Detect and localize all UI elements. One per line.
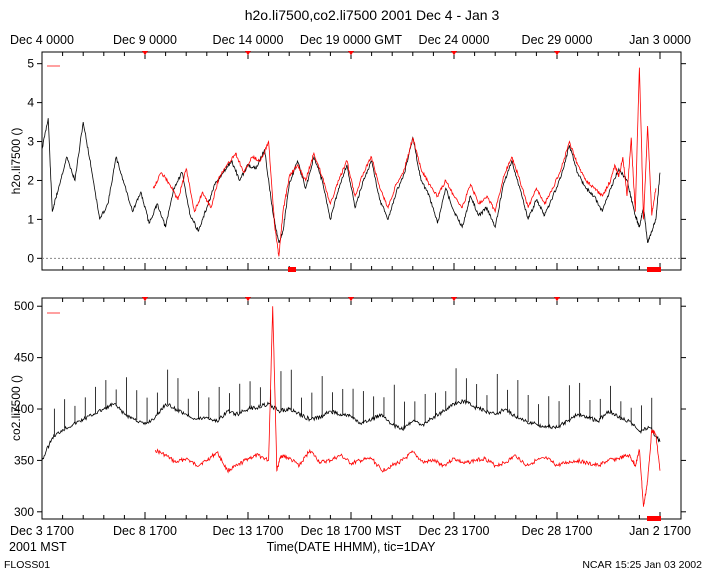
upper-day-marker-10: [245, 51, 251, 55]
upper-series-red-line: [152, 67, 657, 257]
upper-y-tick-label-5: 5: [27, 57, 34, 71]
top-axis-label-5: Dec 29 0000: [522, 33, 593, 47]
upper-day-marker-15: [348, 51, 354, 55]
lower-day-marker-5: [142, 297, 148, 301]
lower-series-black-line: [41, 398, 661, 461]
lower-series-red-line: [154, 306, 661, 507]
lower-plot-frame: [41, 297, 682, 520]
lower-black-spikes: [53, 368, 653, 437]
upper-missing-data-marker-2: [647, 267, 661, 272]
bottom-axis-label-0: Dec 3 1700: [10, 524, 74, 538]
lower-panel: 300 350 400 450 500 co2.li7500 (): [9, 297, 686, 521]
bottom-axis-label-4: Dec 23 1700: [419, 524, 490, 538]
timezone-label: 2001 MST: [9, 540, 67, 554]
upper-day-marker-5: [142, 51, 148, 55]
lower-y-tick-label-1: 350: [14, 453, 34, 467]
top-axis-label-0: Dec 4 0000: [10, 33, 74, 47]
upper-y-tick-label-4: 4: [27, 96, 34, 110]
lower-y-tick-label-2: 400: [14, 402, 34, 416]
chart-title: h2o.li7500,co2.li7500 2001 Dec 4 - Jan 3: [245, 7, 500, 23]
lower-y-axis-label: co2.li7500 (): [9, 375, 23, 441]
footer-timestamp: NCAR 15:25 Jan 03 2002: [582, 559, 702, 571]
bottom-axis-label-5: Dec 28 1700: [522, 524, 593, 538]
upper-y-tick-label-2: 2: [27, 173, 34, 187]
lower-day-marker-10: [245, 297, 251, 301]
top-axis-label-3: Dec 19 0000 GMT: [300, 33, 402, 47]
lower-day-marker-25: [554, 297, 560, 301]
lower-y-tick-label-4: 500: [14, 299, 34, 313]
top-axis-label-4: Dec 24 0000: [419, 33, 490, 47]
upper-y-axis-label: h2o.li7500 (): [9, 128, 23, 195]
footer-station: FLOSS01: [4, 559, 50, 571]
lower-y-tick-label-0: 300: [14, 505, 34, 519]
bottom-axis-label-1: Dec 8 1700: [113, 524, 177, 538]
lower-day-marker-20: [451, 297, 457, 301]
x-axis-title: Time(DATE HHMM), tic=1DAY: [267, 540, 437, 554]
bottom-axis-label-2: Dec 13 1700: [213, 524, 284, 538]
upper-x-tick-marks: [41, 51, 661, 270]
upper-panel: 0 1 2 3 4 5 h2o.li7500 (): [9, 51, 686, 272]
upper-y-axis: 0 1 2 3 4 5: [27, 57, 686, 265]
upper-missing-data-marker-1: [288, 267, 296, 272]
upper-y-tick-label-1: 1: [27, 212, 34, 226]
top-axis-label-2: Dec 14 0000: [213, 33, 284, 47]
lower-y-axis: 300 350 400 450 500: [14, 299, 686, 519]
upper-plot-frame: [41, 51, 682, 271]
lower-missing-data-marker: [647, 516, 661, 521]
lower-x-tick-marks: [41, 297, 661, 519]
lower-y-tick-label-3: 450: [14, 351, 34, 365]
upper-y-tick-label-0: 0: [27, 251, 34, 265]
bottom-axis-label-3: Dec 18 1700 MST: [301, 524, 402, 538]
upper-series-black-line: [41, 118, 661, 243]
upper-y-tick-label-3: 3: [27, 135, 34, 149]
top-axis-label-6: Jan 3 0000: [629, 33, 691, 47]
upper-day-marker-25: [554, 51, 560, 55]
top-axis-label-1: Dec 9 0000: [113, 33, 177, 47]
upper-day-marker-20: [451, 51, 457, 55]
bottom-axis-label-6: Jan 2 1700: [629, 524, 691, 538]
lower-day-marker-15: [348, 297, 354, 301]
